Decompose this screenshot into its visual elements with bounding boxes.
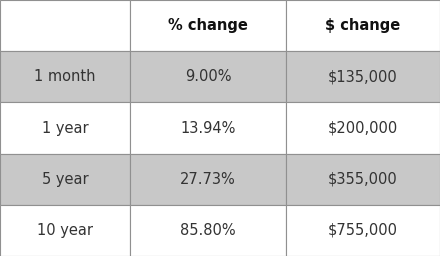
Bar [286,154,440,205]
Text: 85.80%: 85.80% [180,223,236,238]
Text: % change: % change [168,18,248,33]
Text: $755,000: $755,000 [328,223,398,238]
Text: 27.73%: 27.73% [180,172,236,187]
Bar [286,51,440,102]
Bar [130,205,286,256]
Bar [130,0,286,51]
Bar [0,205,130,256]
Text: 10 year: 10 year [37,223,93,238]
Text: $355,000: $355,000 [328,172,398,187]
Bar [130,51,286,102]
Text: $135,000: $135,000 [328,69,398,84]
Bar [286,0,440,51]
Text: 1 month: 1 month [34,69,95,84]
Bar [0,51,130,102]
Bar [0,0,130,51]
Text: 13.94%: 13.94% [180,121,235,135]
Text: $200,000: $200,000 [328,121,398,135]
Bar [0,154,130,205]
Text: 5 year: 5 year [42,172,88,187]
Text: 9.00%: 9.00% [185,69,231,84]
Bar [0,102,130,154]
Bar [286,205,440,256]
Bar [130,102,286,154]
Text: 1 year: 1 year [42,121,88,135]
Bar [286,102,440,154]
Bar [130,154,286,205]
Text: $ change: $ change [325,18,401,33]
